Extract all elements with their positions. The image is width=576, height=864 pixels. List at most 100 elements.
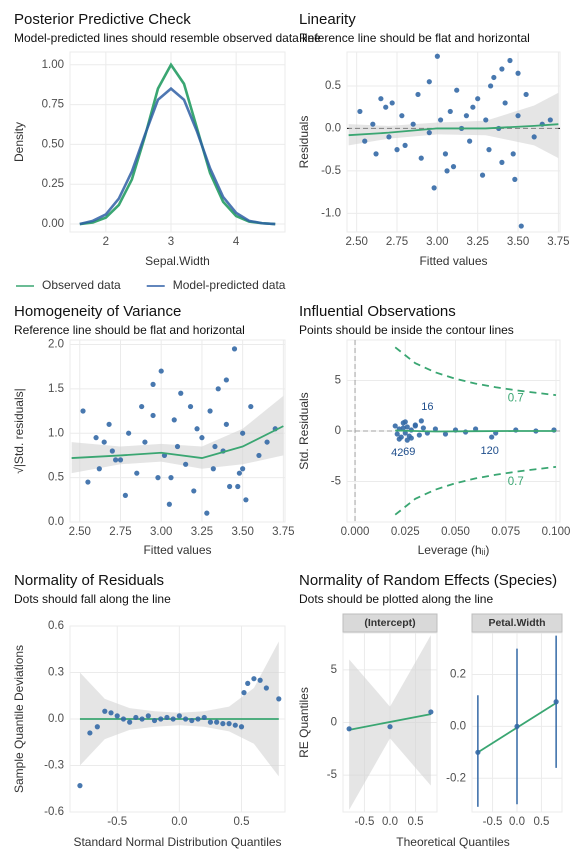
point bbox=[263, 685, 269, 691]
point bbox=[168, 475, 174, 481]
y-tick-label: 0.2 bbox=[450, 669, 466, 681]
x-axis-title: Leverage (hᵢᵢ) bbox=[418, 543, 490, 557]
point bbox=[183, 461, 189, 467]
point bbox=[227, 483, 233, 490]
line bbox=[79, 62, 276, 226]
panel-title: Posterior Predictive Check bbox=[14, 11, 191, 28]
point-label: 16 bbox=[421, 401, 433, 413]
point bbox=[189, 717, 195, 724]
line bbox=[71, 425, 284, 459]
x-tick-label: 0.0 bbox=[382, 816, 398, 828]
point bbox=[96, 466, 102, 472]
x-axis-title: Fitted values bbox=[143, 543, 211, 557]
x-tick-label: 2.75 bbox=[386, 236, 408, 248]
point bbox=[387, 724, 393, 730]
x-axis-title: Sepal.Width bbox=[145, 254, 210, 268]
point bbox=[447, 108, 453, 115]
panel-title: Influential Observations bbox=[299, 303, 456, 320]
point bbox=[432, 426, 439, 432]
panel-subtitle: Dots should be plotted along the line bbox=[299, 592, 493, 606]
x-tick-label: -0.5 bbox=[483, 816, 503, 828]
x-tick-label: 3.75 bbox=[272, 526, 294, 538]
x-tick-label: 3 bbox=[168, 236, 174, 248]
line bbox=[348, 123, 559, 137]
x-tick-label: 0.000 bbox=[341, 526, 370, 538]
point bbox=[245, 680, 251, 686]
point bbox=[437, 117, 444, 123]
point bbox=[389, 100, 395, 106]
point bbox=[479, 172, 486, 178]
point bbox=[412, 423, 418, 429]
point bbox=[488, 83, 494, 89]
x-tick-label: 0.100 bbox=[542, 526, 571, 538]
x-tick-label: 3.50 bbox=[507, 236, 529, 248]
confidence-band bbox=[71, 395, 284, 474]
confidence-band bbox=[348, 92, 559, 159]
y-tick-label: 1.5 bbox=[48, 383, 64, 395]
y-tick-label: 0.75 bbox=[42, 99, 64, 111]
panel-subtitle: Reference line should be flat and horizo… bbox=[299, 31, 530, 45]
panel-title: Normality of Residuals bbox=[14, 572, 164, 589]
plot-panel bbox=[69, 51, 286, 233]
y-tick-label: -0.5 bbox=[321, 165, 341, 177]
point bbox=[87, 730, 93, 736]
point bbox=[102, 708, 108, 714]
contour-label: 0.7 bbox=[508, 476, 524, 488]
point bbox=[515, 113, 521, 119]
x-tick-label: 3.75 bbox=[547, 236, 569, 248]
plot-panel bbox=[346, 51, 561, 233]
point bbox=[257, 677, 263, 683]
y-tick-label: -0.2 bbox=[446, 772, 466, 784]
panel-subtitle: Reference line should be flat and horizo… bbox=[14, 323, 245, 337]
point bbox=[108, 710, 114, 716]
point bbox=[231, 346, 238, 352]
point bbox=[210, 466, 216, 472]
point bbox=[127, 719, 133, 725]
x-axis-title: Fitted values bbox=[419, 254, 487, 268]
point bbox=[174, 443, 181, 450]
point bbox=[139, 716, 145, 722]
facet-strip-label: Petal.Width bbox=[488, 617, 545, 629]
point bbox=[126, 430, 132, 436]
y-tick-label: 2.0 bbox=[48, 338, 64, 350]
point bbox=[531, 134, 537, 140]
point bbox=[404, 437, 410, 443]
point bbox=[431, 185, 437, 191]
y-tick-label: -5 bbox=[327, 769, 337, 781]
point bbox=[404, 424, 410, 430]
point bbox=[187, 403, 194, 410]
point bbox=[420, 425, 426, 431]
point bbox=[236, 470, 242, 476]
point bbox=[394, 147, 400, 153]
point bbox=[512, 176, 518, 182]
point bbox=[442, 151, 449, 157]
point bbox=[515, 70, 521, 76]
point bbox=[418, 418, 424, 424]
x-tick-label: 0.5 bbox=[408, 816, 424, 828]
facet-strip bbox=[342, 613, 438, 633]
point bbox=[483, 117, 489, 123]
point bbox=[114, 713, 120, 719]
point bbox=[150, 412, 156, 419]
point bbox=[486, 147, 492, 153]
point bbox=[178, 390, 184, 396]
point bbox=[195, 716, 201, 722]
point bbox=[402, 142, 408, 148]
point bbox=[370, 121, 376, 127]
point-label: 120 bbox=[480, 445, 498, 457]
x-tick-label: 0.5 bbox=[234, 816, 250, 828]
y-axis-title: Density bbox=[12, 122, 26, 162]
point bbox=[470, 104, 476, 110]
y-tick-label: 0.0 bbox=[450, 720, 466, 732]
y-axis-title: Std. Residuals bbox=[297, 392, 311, 469]
point bbox=[134, 470, 140, 476]
point bbox=[248, 403, 254, 410]
point bbox=[475, 749, 481, 755]
point bbox=[408, 435, 414, 441]
point bbox=[214, 719, 220, 725]
point bbox=[166, 501, 172, 507]
x-tick-label: 3.00 bbox=[426, 236, 448, 248]
point bbox=[150, 381, 156, 387]
point bbox=[232, 722, 238, 728]
y-tick-label: 0.50 bbox=[42, 138, 64, 150]
